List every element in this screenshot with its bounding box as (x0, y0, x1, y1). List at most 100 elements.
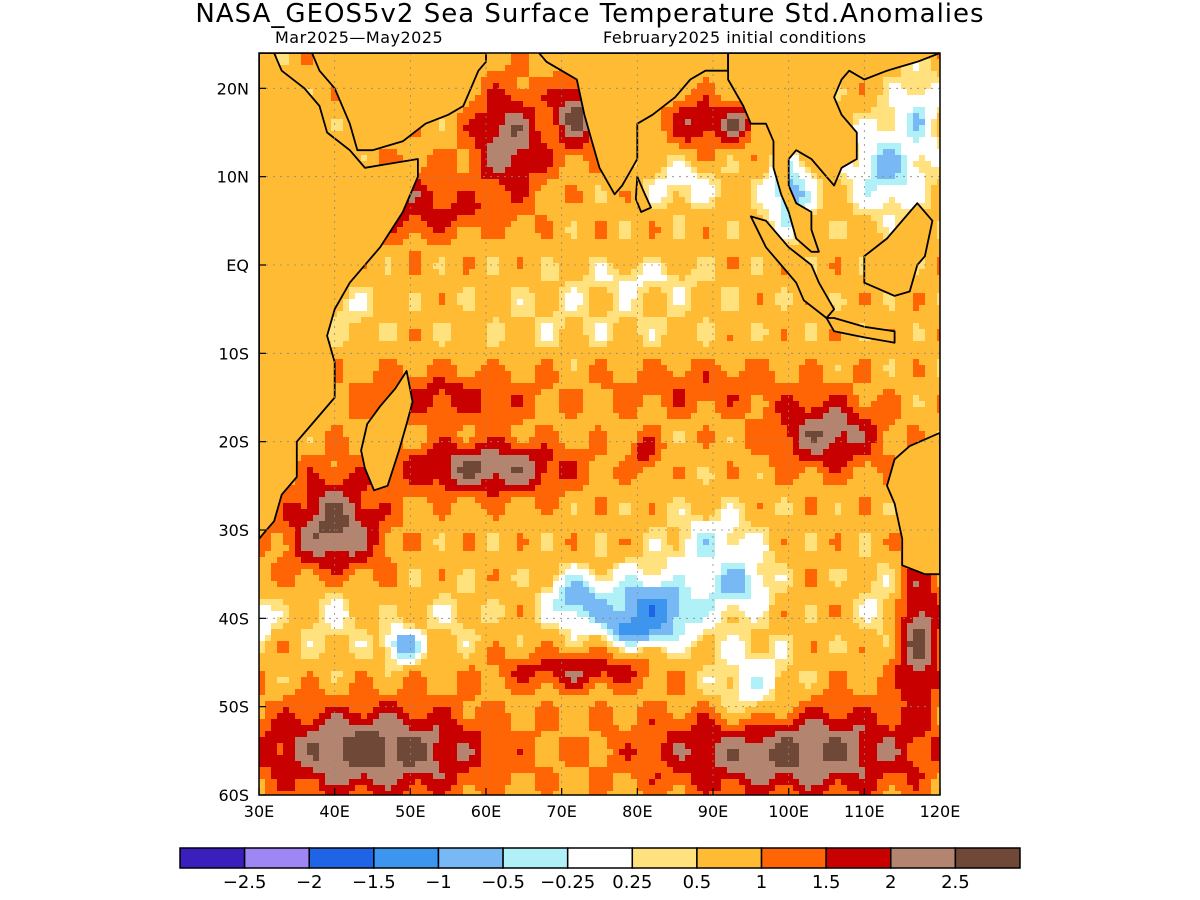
anomaly-cell (565, 89, 572, 96)
anomaly-cell (925, 137, 932, 144)
anomaly-cell (475, 257, 482, 264)
anomaly-cell (919, 191, 926, 198)
anomaly-cell (937, 287, 940, 294)
anomaly-cell (529, 245, 536, 252)
anomaly-cell (463, 269, 470, 276)
anomaly-cell (577, 227, 584, 234)
anomaly-cell (685, 101, 692, 108)
anomaly-cell (589, 245, 596, 252)
anomaly-cell (415, 287, 422, 294)
anomaly-cell (847, 251, 854, 258)
anomaly-cell (469, 143, 476, 150)
anomaly-cell (475, 203, 482, 210)
anomaly-cell (727, 293, 734, 300)
anomaly-cell (559, 251, 566, 258)
anomaly-cell (937, 251, 940, 258)
anomaly-cell (481, 83, 488, 90)
anomaly-cell (937, 209, 940, 216)
anomaly-cell (559, 245, 566, 252)
anomaly-cell (787, 233, 794, 240)
anomaly-cell (679, 293, 686, 300)
anomaly-cell (385, 257, 392, 264)
anomaly-cell (715, 263, 722, 270)
anomaly-cell (643, 185, 650, 192)
anomaly-cell (673, 293, 680, 300)
anomaly-cell (415, 251, 422, 258)
anomaly-cell (307, 59, 314, 66)
anomaly-cell (481, 311, 488, 318)
anomaly-cell (457, 191, 464, 198)
anomaly-cell (481, 275, 488, 282)
anomaly-cell (649, 179, 656, 186)
anomaly-cell (421, 281, 428, 288)
anomaly-cell (751, 299, 758, 306)
anomaly-cell (535, 89, 542, 96)
anomaly-cell (499, 233, 506, 240)
anomaly-cell (901, 125, 908, 132)
anomaly-cell (559, 305, 566, 312)
anomaly-cell (547, 239, 554, 246)
anomaly-cell (529, 155, 536, 162)
anomaly-cell (925, 191, 932, 198)
anomaly-cell (547, 293, 554, 300)
anomaly-cell (511, 227, 518, 234)
anomaly-cell (769, 191, 776, 198)
anomaly-cell (433, 179, 440, 186)
anomaly-cell (409, 263, 416, 270)
anomaly-cell (559, 77, 566, 84)
anomaly-cell (559, 287, 566, 294)
anomaly-cell (751, 293, 758, 300)
anomaly-cell (679, 173, 686, 180)
anomaly-cell (565, 203, 572, 210)
anomaly-cell (751, 203, 758, 210)
anomaly-cell (517, 269, 524, 276)
anomaly-cell (505, 125, 512, 132)
anomaly-cell (343, 311, 350, 318)
anomaly-cell (523, 161, 530, 168)
anomaly-cell (847, 101, 854, 108)
anomaly-cell (529, 137, 536, 144)
anomaly-cell (817, 209, 824, 216)
anomaly-cell (439, 119, 446, 126)
anomaly-cell (499, 77, 506, 84)
anomaly-cell (391, 287, 398, 294)
anomaly-cell (355, 287, 362, 294)
anomaly-cell (913, 95, 920, 102)
anomaly-cell (487, 191, 494, 198)
anomaly-cell (469, 263, 476, 270)
anomaly-cell (571, 131, 578, 138)
anomaly-cell (697, 161, 704, 168)
anomaly-cell (619, 257, 626, 264)
anomaly-cell (799, 155, 806, 162)
anomaly-cell (667, 143, 674, 150)
anomaly-cell (865, 113, 872, 120)
anomaly-cell (751, 131, 758, 138)
anomaly-cell (529, 257, 536, 264)
anomaly-cell (859, 245, 866, 252)
anomaly-cell (877, 161, 884, 168)
anomaly-cell (919, 107, 926, 114)
anomaly-cell (385, 305, 392, 312)
anomaly-cell (859, 275, 866, 282)
anomaly-cell (295, 77, 302, 84)
anomaly-cell (919, 95, 926, 102)
anomaly-cell (631, 173, 638, 180)
anomaly-cell (457, 251, 464, 258)
anomaly-cell (565, 209, 572, 216)
anomaly-cell (571, 107, 578, 114)
anomaly-cell (433, 239, 440, 246)
anomaly-cell (475, 215, 482, 222)
anomaly-cell (775, 191, 782, 198)
anomaly-cell (919, 101, 926, 108)
anomaly-cell (865, 209, 872, 216)
anomaly-cell (379, 275, 386, 282)
anomaly-cell (439, 197, 446, 204)
anomaly-cell (553, 287, 560, 294)
anomaly-cell (301, 59, 308, 66)
anomaly-cell (535, 185, 542, 192)
anomaly-cell (661, 233, 668, 240)
anomaly-cell (535, 107, 542, 114)
anomaly-cell (739, 179, 746, 186)
anomaly-cell (553, 245, 560, 252)
anomaly-cell (763, 185, 770, 192)
